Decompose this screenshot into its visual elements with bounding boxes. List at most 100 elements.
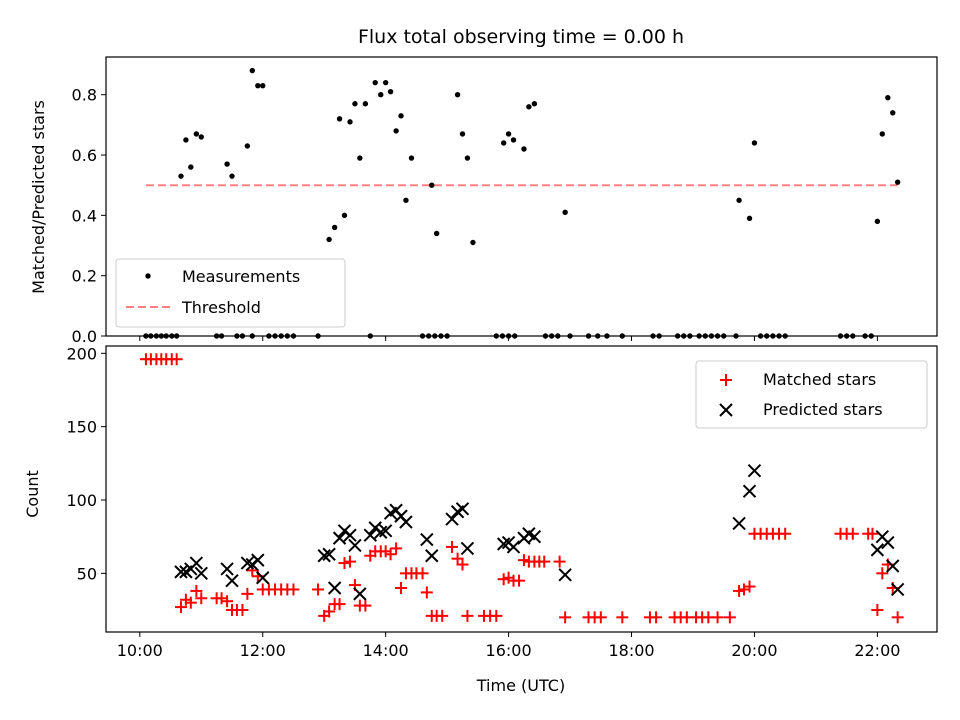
matched-star-point xyxy=(241,587,254,600)
legend-label-measurements: Measurements xyxy=(182,267,300,286)
top-y-tick-label: 0.0 xyxy=(72,327,97,346)
predicted-star-point xyxy=(742,484,757,498)
top-y-axis-label: Matched/Predicted stars xyxy=(29,100,48,294)
matched-star-point xyxy=(738,583,751,596)
measurement-point xyxy=(198,134,204,140)
measurement-point xyxy=(874,218,881,225)
matched-star-point xyxy=(312,583,325,596)
measurement-point xyxy=(736,197,742,203)
matched-star-point xyxy=(195,592,208,605)
matched-star-point xyxy=(490,609,503,622)
legend-label-predicted: Predicted stars xyxy=(763,400,883,419)
measurement-point xyxy=(470,239,476,246)
bottom-x-tick-label: 16:00 xyxy=(486,641,532,660)
predicted-star-point xyxy=(527,529,542,544)
matched-star-point xyxy=(456,558,469,571)
measurement-point xyxy=(183,137,189,143)
measurement-point xyxy=(429,182,435,188)
bottom-x-axis-label: Time (UTC) xyxy=(476,676,565,695)
matched-star-point xyxy=(190,584,203,597)
predicted-star-point xyxy=(460,541,475,556)
top-y-tick-label: 0.2 xyxy=(72,267,97,286)
measurement-point xyxy=(244,143,251,149)
predicted-star-point xyxy=(496,537,511,551)
measurement-point xyxy=(229,173,235,179)
top-y-tick-label: 0.4 xyxy=(72,206,97,225)
measurement-point xyxy=(526,104,532,110)
predicted-star-point xyxy=(890,582,905,597)
matched-star-point xyxy=(390,542,403,555)
predicted-star-point xyxy=(886,559,900,573)
measurement-point xyxy=(378,92,384,98)
measurement-point xyxy=(249,67,255,74)
predicted-star-point xyxy=(225,573,239,588)
measurement-point xyxy=(362,101,369,107)
predicted-star-point xyxy=(455,502,470,516)
bottom-y-tick-label: 200 xyxy=(66,344,97,363)
bottom-x-tick-label: 22:00 xyxy=(854,641,900,660)
measurement-point xyxy=(178,173,184,179)
predicted-star-point xyxy=(327,581,342,595)
matched-star-point xyxy=(344,555,357,568)
predicted-star-point xyxy=(332,531,347,545)
matched-star-point xyxy=(170,353,183,366)
bottom-y-tick-label: 50 xyxy=(77,564,97,583)
matched-star-point xyxy=(891,611,904,624)
measurement-point xyxy=(326,236,332,243)
predicted-star-point xyxy=(353,587,367,601)
predicted-star-point xyxy=(870,543,885,557)
matched-star-point xyxy=(779,527,792,540)
top-plot-frame xyxy=(105,56,938,337)
bottom-y-tick-label: 100 xyxy=(66,491,97,510)
measurement-point xyxy=(531,101,538,107)
matched-star-point xyxy=(711,611,724,624)
bottom-x-tick-label: 20:00 xyxy=(731,641,777,660)
matched-star-point xyxy=(333,598,346,611)
bottom-y-axis-label: Count xyxy=(23,470,42,518)
predicted-star-point xyxy=(317,549,331,563)
bottom-x-tick-label: 14:00 xyxy=(363,641,409,660)
matched-star-point xyxy=(338,557,351,570)
measurement-point xyxy=(398,113,404,119)
measurement-point xyxy=(751,140,758,146)
top-y-tick-label: 0.6 xyxy=(72,146,97,165)
predicted-star-point xyxy=(399,515,413,529)
top-title: Flux total observing time = 0.00 h xyxy=(358,26,684,48)
matched-star-point xyxy=(876,567,889,580)
bottom-x-tick-label: 18:00 xyxy=(608,641,654,660)
predicted-star-point xyxy=(194,566,208,581)
measurement-point xyxy=(890,110,896,116)
legend-label-matched: Matched stars xyxy=(763,370,876,389)
measurement-point xyxy=(408,155,415,161)
predicted-star-point xyxy=(747,463,762,478)
matched-star-point xyxy=(723,611,736,624)
matched-star-point xyxy=(538,555,551,568)
bottom-x-tick-label: 10:00 xyxy=(117,641,163,660)
measurement-point xyxy=(341,212,348,219)
matched-star-point xyxy=(236,604,249,616)
matched-star-point xyxy=(871,604,884,616)
matched-star-point xyxy=(184,596,197,609)
predicted-star-point xyxy=(251,553,265,567)
bottom-y-tick-label: 150 xyxy=(66,418,97,437)
predicted-star-point xyxy=(374,525,388,539)
matched-star-point xyxy=(416,567,429,580)
measurement-point xyxy=(193,131,200,137)
measurement-point xyxy=(894,179,901,185)
measurement-point xyxy=(505,131,512,137)
measurement-point xyxy=(879,131,885,137)
matched-star-point xyxy=(743,580,756,593)
measurement-point xyxy=(255,82,261,89)
predicted-star-point xyxy=(348,538,362,553)
predicted-star-point xyxy=(174,565,188,579)
matched-star-point xyxy=(174,601,187,614)
legend-marker-measurements xyxy=(145,273,151,279)
measurement-point xyxy=(433,230,440,237)
matched-star-point xyxy=(323,605,336,618)
matched-star-point xyxy=(866,527,879,540)
measurement-point xyxy=(403,197,409,203)
predicted-star-point xyxy=(363,528,378,542)
predicted-star-point xyxy=(343,528,357,542)
measurement-point xyxy=(464,155,471,161)
